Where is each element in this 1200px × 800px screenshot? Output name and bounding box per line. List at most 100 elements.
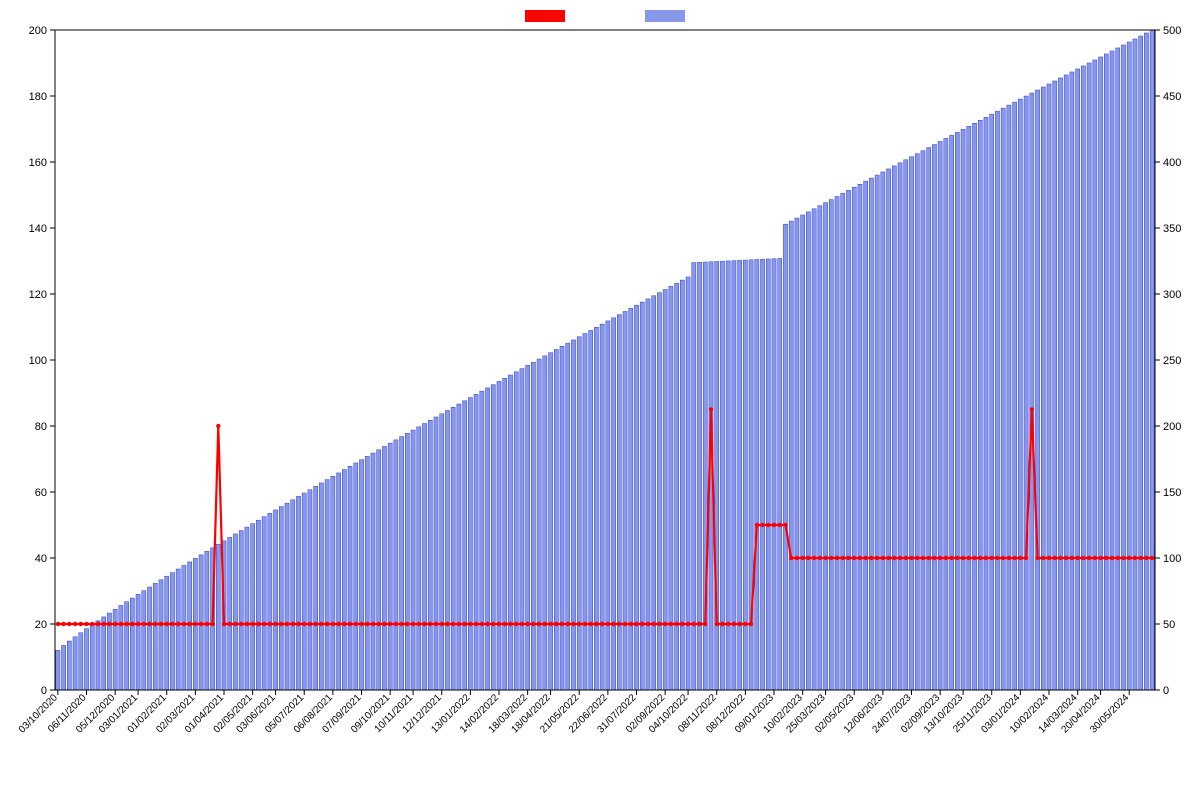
bar [875,175,879,690]
bar [291,500,295,690]
y-left-tick-label: 200 [29,25,47,37]
line-marker [898,556,902,560]
line-marker [107,622,111,626]
line-marker [1098,556,1102,560]
line-marker [319,622,323,626]
y-right-tick-label: 500 [1163,25,1181,37]
bar [554,349,558,690]
line-marker [846,556,850,560]
bar [1133,39,1137,690]
y-left-tick-label: 0 [41,685,47,697]
line-marker [451,622,455,626]
line-marker [399,622,403,626]
line-marker [428,622,432,626]
y-right-tick-label: 0 [1163,685,1169,697]
bar [932,145,936,690]
bar [824,203,828,690]
bar [766,259,770,690]
line-marker [749,622,753,626]
line-marker [382,622,386,626]
bar [600,324,604,690]
bar [102,617,106,690]
bar [302,493,306,690]
line-marker [972,556,976,560]
bar [411,430,415,690]
y-left-tick-label: 60 [35,487,47,499]
line-marker [273,622,277,626]
bar [1110,51,1114,690]
dual-axis-chart: 0204060801001201401601802000501001502002… [0,0,1200,800]
line-marker [67,622,71,626]
line-marker [554,622,558,626]
line-marker [886,556,890,560]
bar [927,148,931,690]
bar [1041,87,1045,690]
bar [778,258,782,690]
bar [898,163,902,690]
bar [921,151,925,690]
bar [159,580,163,690]
bar [445,411,449,691]
line-marker [892,556,896,560]
line-marker [205,622,209,626]
bar [359,460,363,690]
bar [239,530,243,690]
line-marker [1058,556,1062,560]
bar [365,456,369,690]
bar [1001,108,1005,690]
line-marker [1018,556,1022,560]
line-marker [1093,556,1097,560]
bar [176,569,180,690]
line-marker [709,407,713,411]
bar [892,166,896,690]
line-marker [806,556,810,560]
line-marker [314,622,318,626]
bar [90,625,94,690]
bar [755,260,759,690]
bar [772,259,776,690]
bar [480,391,484,690]
bar [1150,30,1154,690]
line-marker [692,622,696,626]
bar [1116,48,1120,690]
line-marker [256,622,260,626]
line-marker [239,622,243,626]
line-marker [955,556,959,560]
line-marker [944,556,948,560]
bar [978,120,982,690]
bar [675,283,679,690]
bar [400,437,404,690]
bar [1121,45,1125,690]
bar [314,486,318,690]
bar [125,602,129,690]
line-marker [1121,556,1125,560]
bar [508,375,512,690]
y-left-tick-label: 160 [29,157,47,169]
bar [228,537,232,690]
line-marker [508,622,512,626]
y-right-tick-label: 50 [1163,619,1175,631]
line-marker [909,556,913,560]
line-marker [1139,556,1143,560]
bar [617,315,621,690]
bar [801,215,805,690]
bar [915,154,919,690]
line-marker [405,622,409,626]
line-marker [812,556,816,560]
bar [1047,84,1051,690]
bar [869,178,873,690]
line-marker [1133,556,1137,560]
line-marker [674,622,678,626]
line-marker [548,622,552,626]
line-marker [1007,556,1011,560]
line-marker [984,556,988,560]
line-marker [90,622,94,626]
bar [1035,90,1039,690]
bar [233,534,237,690]
bar [463,401,467,690]
bar [760,259,764,690]
y-left-tick-label: 40 [35,553,47,565]
line-marker [686,622,690,626]
line-marker [720,622,724,626]
bar [652,296,656,690]
